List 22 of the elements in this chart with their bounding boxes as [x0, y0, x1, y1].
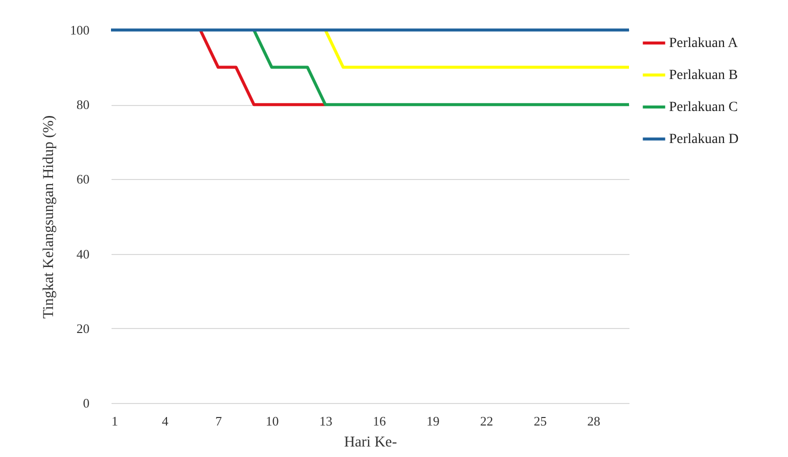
legend-label: Perlakuan A: [669, 36, 739, 51]
x-tick-label: 13: [319, 414, 332, 428]
y-tick-label: 40: [76, 246, 90, 262]
x-tick-label: 28: [587, 414, 600, 428]
x-axis-title: Hari Ke-: [344, 434, 397, 450]
x-tick-label: 1: [112, 414, 118, 428]
y-tick-label: 60: [76, 172, 90, 187]
y-tick-label: 20: [76, 320, 90, 336]
x-tick-label: 22: [480, 414, 494, 428]
legend-label: Perlakuan C: [669, 100, 738, 115]
x-tick-label: 16: [372, 414, 386, 428]
legend-label: Perlakuan B: [669, 68, 738, 83]
y-tick-label: 100: [70, 22, 90, 38]
y-axis-title: Tingkat Kelangsungan Hidup (%): [41, 115, 57, 319]
y-tick-label: 80: [76, 97, 90, 112]
x-tick-label: 4: [162, 414, 169, 428]
y-tick-label: 0: [83, 396, 90, 410]
x-tick-label: 7: [215, 414, 222, 428]
x-tick-label: 10: [266, 414, 279, 428]
x-tick-label: 19: [426, 414, 440, 428]
legend-label: Perlakuan D: [669, 132, 739, 147]
x-tick-label: 25: [534, 414, 547, 428]
